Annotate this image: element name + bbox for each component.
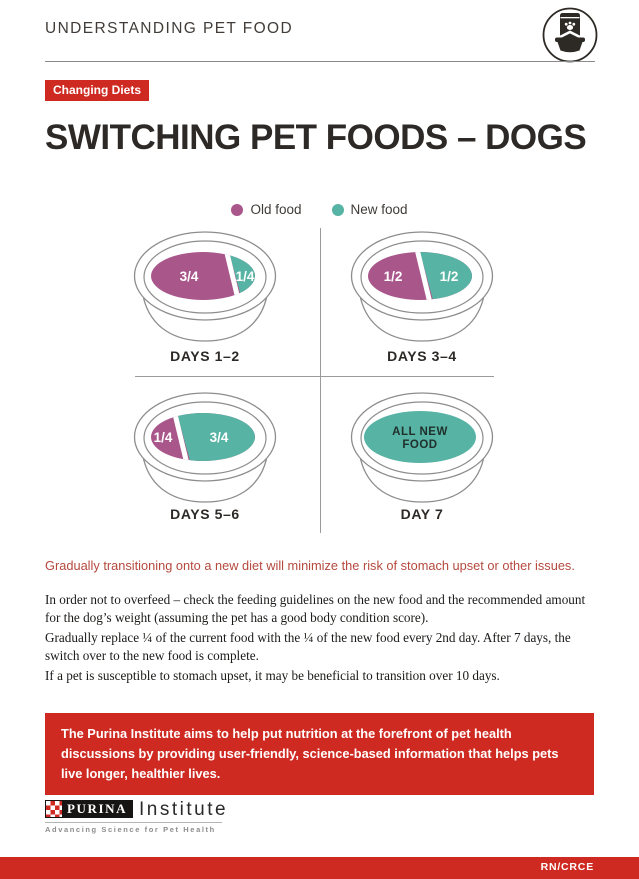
body-paragraph: In order not to overfeed – check the fee… — [45, 592, 586, 625]
bowl-rim-inner — [360, 240, 484, 314]
bowl-rim-inner — [143, 240, 267, 314]
body-paragraph: Gradually replace ¼ of the current food … — [45, 630, 571, 663]
portion-label: 3/4 — [180, 269, 199, 284]
portion-label: 1/4 — [236, 269, 255, 284]
portion-label: ALL NEW — [392, 426, 448, 438]
bowl-label: DAYS 3–4 — [387, 348, 457, 364]
new-food-dot-icon — [331, 203, 344, 216]
logo-rule — [45, 822, 222, 823]
bowl-label: DAY 7 — [400, 506, 444, 522]
portion-label: 1/2 — [440, 269, 459, 284]
food-portion-new — [177, 413, 255, 461]
purina-institute-callout: The Purina Institute aims to help put nu… — [45, 713, 594, 795]
pet-food-bag-and-bowl-icon — [541, 6, 599, 64]
grid-divider-horizontal — [135, 376, 494, 377]
portion-gap — [414, 252, 433, 300]
legend: Old food New food — [0, 202, 639, 217]
portion-label: 1/2 — [384, 269, 403, 284]
header-rule — [45, 61, 595, 62]
bowl-days-1-2: 3/4 1/4 — [130, 230, 280, 345]
portion-gap — [223, 252, 242, 300]
grid-divider-vertical — [320, 228, 321, 533]
purina-checkerboard-icon — [45, 800, 63, 818]
bowl-day-7: ALL NEW FOOD — [347, 391, 497, 506]
body-paragraph: If a pet is susceptible to stomach upset… — [45, 668, 500, 683]
bag-fold-line — [560, 17, 580, 19]
bowl-rim-inner — [360, 401, 484, 475]
food-portion-new — [364, 411, 476, 463]
food-portion-new — [420, 252, 472, 300]
header-title: UNDERSTANDING PET FOOD — [45, 20, 294, 37]
purina-logo: PURINA — [45, 800, 134, 818]
bowl-days-5-6: 1/4 3/4 — [130, 391, 280, 506]
bowl-days-3-4: 1/2 1/2 — [347, 230, 497, 345]
paw-print-icon — [564, 21, 576, 30]
bowl-label: DAYS 5–6 — [170, 506, 240, 522]
bag-bottom-notch — [558, 30, 582, 39]
legend-item-old-food: Old food — [231, 202, 302, 217]
portion-label: 1/4 — [154, 430, 173, 445]
section-badge: Changing Diets — [45, 80, 150, 101]
highlight-sentence: Gradually transitioning onto a new diet … — [45, 558, 575, 573]
logo-suffix-text: Institute — [139, 799, 229, 820]
logo-brand-text: PURINA — [67, 801, 128, 816]
portion-label: FOOD — [402, 439, 437, 451]
logo-tagline: Advancing Science for Pet Health — [45, 825, 216, 834]
bowl-rim-inner — [143, 401, 267, 475]
bowl-label: DAYS 1–2 — [170, 348, 240, 364]
legend-item-new-food: New food — [331, 202, 408, 217]
legend-label-old: Old food — [250, 202, 302, 217]
footer-code: RN/CRCE — [540, 861, 594, 873]
bowl-body — [557, 42, 583, 53]
bowl-rim — [555, 37, 585, 42]
legend-label-new: New food — [350, 202, 408, 217]
page-title: SWITCHING PET FOODS – DOGS — [45, 118, 587, 157]
footer-bar — [0, 857, 639, 879]
old-food-dot-icon — [231, 203, 244, 216]
portion-label: 3/4 — [210, 430, 229, 445]
portion-gap — [171, 413, 190, 461]
